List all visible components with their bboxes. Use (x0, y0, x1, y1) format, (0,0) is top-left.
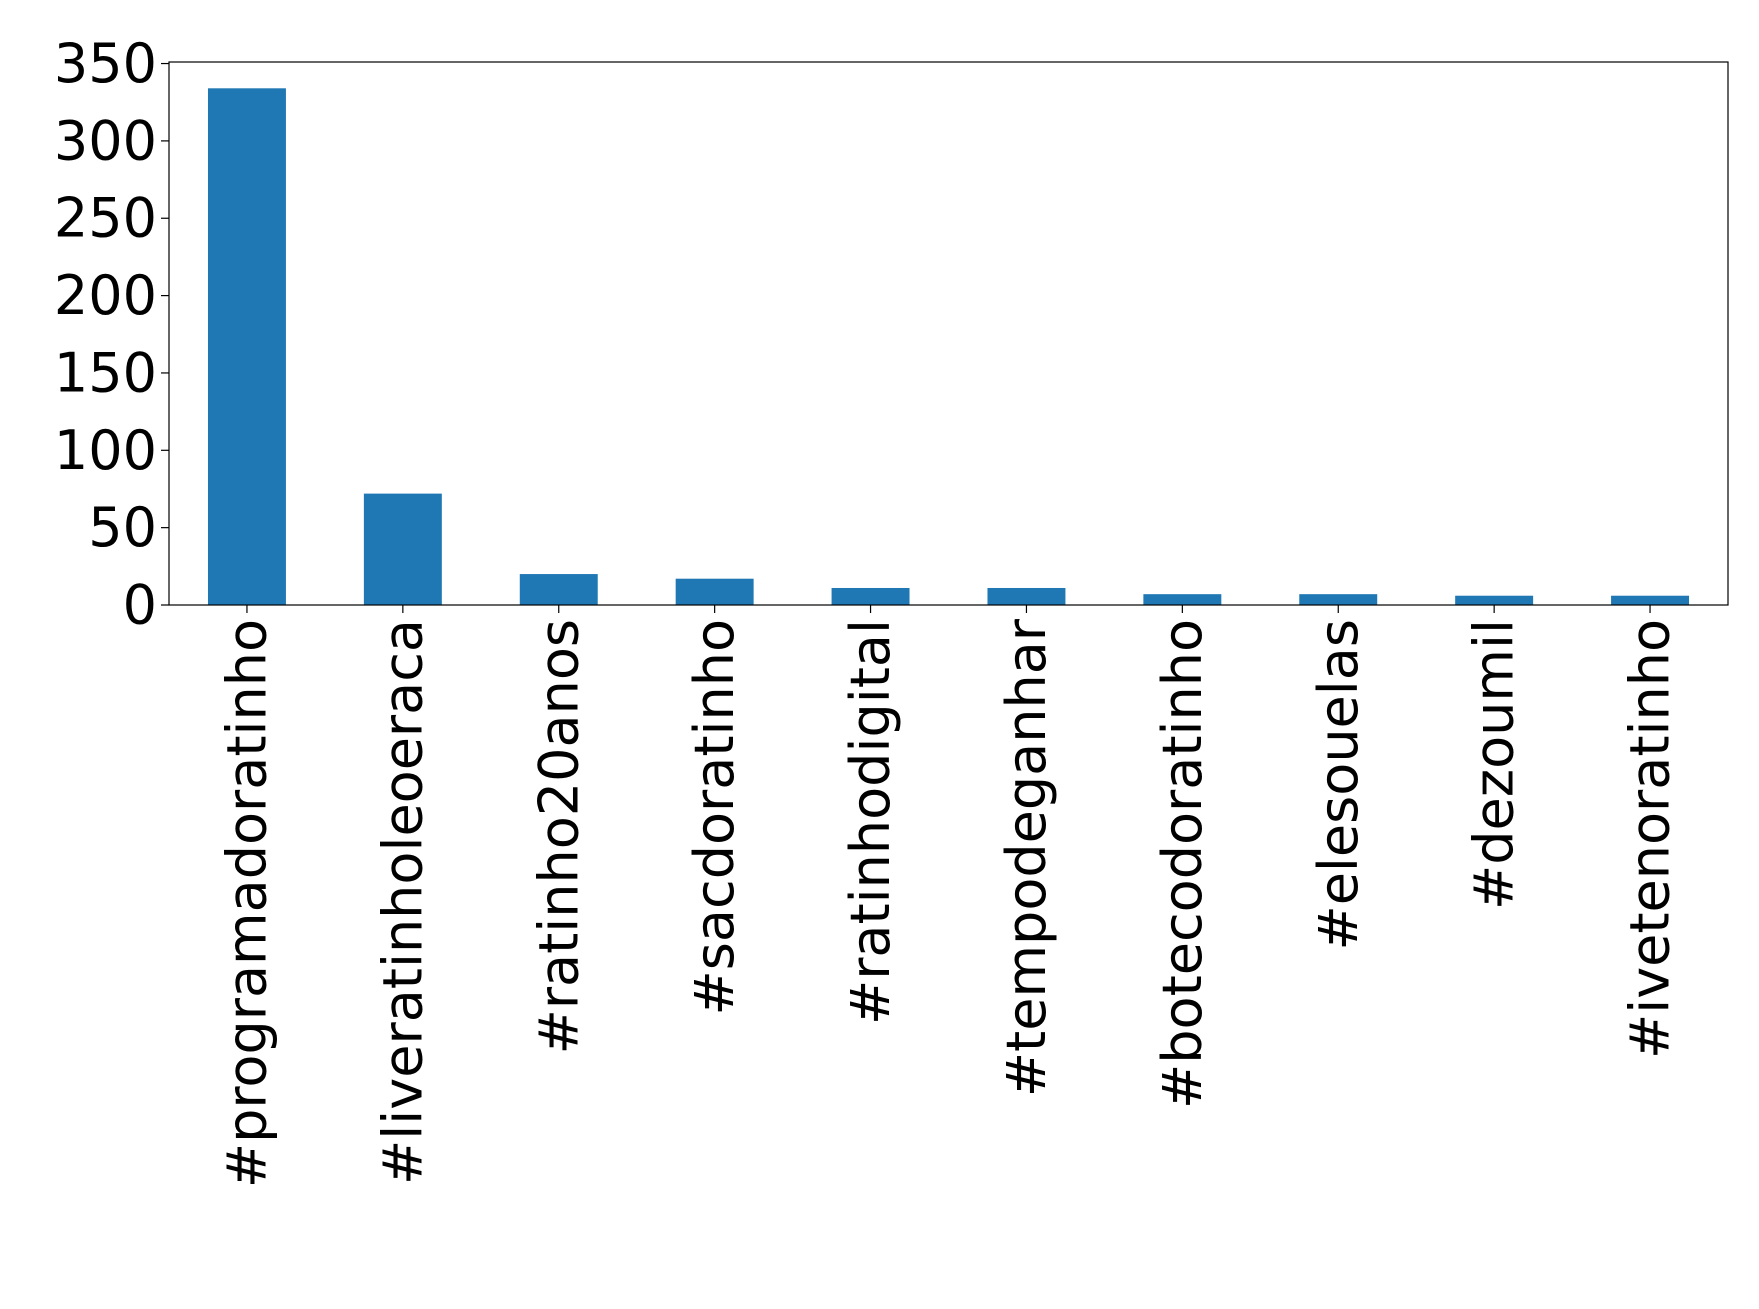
x-tick-label: #liveratinholeoeraca (371, 619, 434, 1185)
bar (1611, 595, 1690, 605)
bar (1299, 594, 1378, 605)
bar (207, 88, 286, 606)
x-tick-label: #programadoratinho (215, 619, 278, 1188)
y-tick-label: 50 (88, 496, 157, 559)
x-tick-label: #ratinhodigital (839, 619, 902, 1025)
y-tick-label: 100 (54, 419, 157, 482)
y-tick-label: 250 (54, 187, 157, 250)
y-tick-label: 150 (54, 341, 157, 404)
bar (1143, 594, 1222, 605)
y-tick-label: 300 (54, 109, 157, 172)
y-tick-label: 200 (54, 264, 157, 327)
plot-frame (168, 61, 1729, 606)
bar (363, 493, 442, 605)
x-tick-label: #tempodeganhar (995, 618, 1058, 1097)
x-tick-label: #elesouelas (1307, 619, 1370, 951)
bar (987, 587, 1066, 605)
bar (1455, 595, 1534, 605)
bar (831, 587, 910, 605)
x-tick-label: #sacdoratinho (683, 619, 746, 1015)
x-tick-label: #ivetenoratinho (1619, 619, 1682, 1059)
bar (519, 574, 598, 605)
bar (675, 578, 754, 605)
x-tick-label: #ratinho20anos (527, 619, 590, 1054)
x-tick-label: #dezoumil (1463, 619, 1526, 910)
y-tick-label: 350 (54, 32, 157, 95)
x-tick-label: #botecodoratinho (1151, 619, 1214, 1109)
y-tick-label: 0 (123, 574, 157, 637)
